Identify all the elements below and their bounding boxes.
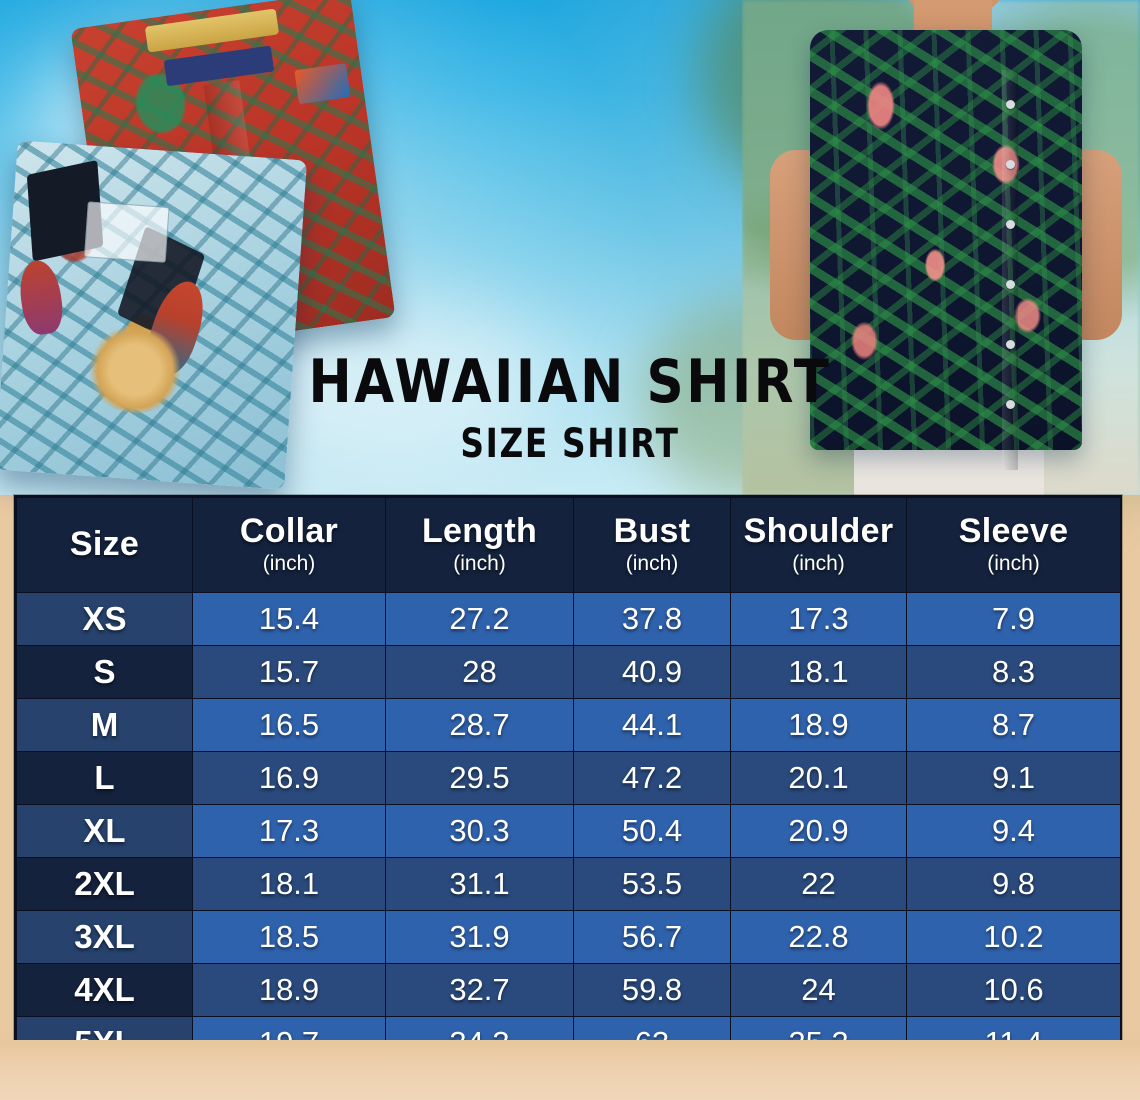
measurement-cell-length: 31.1 (385, 857, 574, 911)
table-row: L 16.9 29.5 47.2 20.1 9.1 (16, 751, 1121, 805)
column-header-length: Length (inch) (385, 497, 574, 593)
measurement-cell-length: 29.5 (385, 751, 574, 805)
measurement-cell-length: 32.7 (385, 963, 574, 1017)
shirt-button (1006, 160, 1015, 169)
measurement-cell-length: 28.7 (385, 698, 574, 752)
size-label-cell: M (16, 698, 193, 752)
navy-flamingo-shirt (810, 30, 1082, 470)
size-label-cell: XS (16, 592, 193, 646)
measurement-cell-sleeve: 9.1 (906, 751, 1121, 805)
column-header-unit: (inch) (987, 552, 1040, 576)
measurement-cell-length: 31.9 (385, 910, 574, 964)
measurement-cell-bust: 37.8 (573, 592, 731, 646)
size-label-cell: S (16, 645, 193, 699)
shirt-logo-patch (294, 63, 351, 105)
measurement-cell-sleeve: 8.7 (906, 698, 1121, 752)
shirt-button (1006, 220, 1015, 229)
table-row: M 16.5 28.7 44.1 18.9 8.7 (16, 698, 1121, 752)
column-header-collar: Collar (inch) (192, 497, 386, 593)
measurement-cell-collar: 18.9 (192, 963, 386, 1017)
measurement-cell-length: 30.3 (385, 804, 574, 858)
measurement-cell-sleeve: 7.9 (906, 592, 1121, 646)
shirt-pocket (83, 201, 170, 263)
shirt-collar-band (144, 8, 280, 53)
column-header-shoulder: Shoulder (inch) (730, 497, 907, 593)
measurement-cell-sleeve: 8.3 (906, 645, 1121, 699)
column-header-sleeve: Sleeve (inch) (906, 497, 1121, 593)
shirt-button (1006, 400, 1015, 409)
shirt-button (1006, 340, 1015, 349)
measurement-cell-collar: 18.5 (192, 910, 386, 964)
measurement-cell-shoulder: 18.1 (730, 645, 907, 699)
measurement-cell-shoulder: 22.8 (730, 910, 907, 964)
measurement-cell-bust: 56.7 (573, 910, 731, 964)
measurement-cell-bust: 59.8 (573, 963, 731, 1017)
table-row: S 15.7 28 40.9 18.1 8.3 (16, 645, 1121, 699)
table-row: XL 17.3 30.3 50.4 20.9 9.4 (16, 804, 1121, 858)
measurement-cell-sleeve: 10.2 (906, 910, 1121, 964)
column-header-bust: Bust (inch) (573, 497, 731, 593)
measurement-cell-collar: 16.9 (192, 751, 386, 805)
measurement-cell-shoulder: 22 (730, 857, 907, 911)
column-header-unit: (inch) (262, 552, 316, 576)
folded-shirts-photo (0, 0, 400, 495)
column-header-unit: (inch) (625, 552, 679, 576)
measurement-cell-sleeve: 9.8 (906, 857, 1121, 911)
size-label-cell: 4XL (16, 963, 193, 1017)
size-label-cell: XL (16, 804, 193, 858)
blue-hawaiian-shirt (0, 140, 308, 490)
column-header-unit: (inch) (453, 552, 506, 576)
measurement-cell-bust: 40.9 (573, 645, 731, 699)
column-header-label: Collar (239, 511, 339, 550)
measurement-cell-bust: 44.1 (573, 698, 731, 752)
column-header-unit: (inch) (792, 552, 845, 576)
shirt-brand-label (163, 45, 275, 87)
size-chart-table: Size Collar (inch) Length (inch) Bust (inch) Sh… (16, 497, 1121, 1100)
measurement-cell-collar: 15.7 (192, 645, 386, 699)
measurement-cell-length: 28 (385, 645, 574, 699)
measurement-cell-shoulder: 17.3 (730, 592, 907, 646)
shirt-placket (1002, 70, 1018, 470)
table-body: XS 15.4 27.2 37.8 17.3 7.9 S 15.7 28 40.9 18.1 8.3 M… (16, 592, 1121, 1100)
size-label-cell: 3XL (16, 910, 193, 964)
measurement-cell-shoulder: 20.1 (730, 751, 907, 805)
header-row: Size Collar (inch) Length (inch) Bust (inch) Sh… (16, 497, 1121, 593)
measurement-cell-length: 27.2 (385, 592, 574, 646)
table-row: XS 15.4 27.2 37.8 17.3 7.9 (16, 592, 1121, 646)
column-header-label: Length (421, 511, 538, 550)
model-photo (742, 0, 1140, 495)
size-label-cell: L (16, 751, 193, 805)
table-header: Size Collar (inch) Length (inch) Bust (inch) Sh… (16, 497, 1121, 593)
measurement-cell-bust: 50.4 (573, 804, 731, 858)
shirt-button (1006, 100, 1015, 109)
measurement-cell-bust: 47.2 (573, 751, 731, 805)
column-header-label: Bust (613, 511, 691, 550)
measurement-cell-bust: 53.5 (573, 857, 731, 911)
column-header-label: Shoulder (743, 511, 894, 550)
column-header-size: Size (16, 497, 193, 593)
measurement-cell-collar: 18.1 (192, 857, 386, 911)
measurement-cell-shoulder: 24 (730, 963, 907, 1017)
measurement-cell-shoulder: 20.9 (730, 804, 907, 858)
measurement-cell-collar: 17.3 (192, 804, 386, 858)
size-label-cell: 2XL (16, 857, 193, 911)
measurement-cell-shoulder: 18.9 (730, 698, 907, 752)
measurement-cell-collar: 16.5 (192, 698, 386, 752)
table-row: 2XL 18.1 31.1 53.5 22 9.8 (16, 857, 1121, 911)
size-chart-table-wrapper: Size Collar (inch) Length (inch) Bust (inch) Sh… (14, 495, 1122, 1100)
sand-strip (0, 1040, 1140, 1100)
measurement-cell-sleeve: 10.6 (906, 963, 1121, 1017)
column-header-label: Size (69, 525, 140, 564)
measurement-cell-collar: 15.4 (192, 592, 386, 646)
parrot-motif (16, 257, 66, 337)
table-row: 4XL 18.9 32.7 59.8 24 10.6 (16, 963, 1121, 1017)
measurement-cell-sleeve: 9.4 (906, 804, 1121, 858)
column-header-label: Sleeve (958, 511, 1069, 550)
shirt-button (1006, 280, 1015, 289)
table-row: 3XL 18.5 31.9 56.7 22.8 10.2 (16, 910, 1121, 964)
